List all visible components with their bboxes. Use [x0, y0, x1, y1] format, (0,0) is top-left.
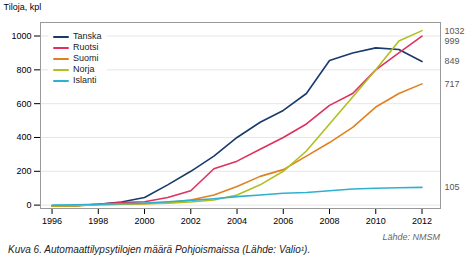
svg-text:0: 0 — [26, 200, 31, 210]
html-text:Kuva 6. Automaattilypsytilojen: Kuva 6. Automaattilypsytilojen määrä Poh… — [8, 244, 311, 255]
svg-text:1000: 1000 — [11, 31, 31, 41]
svg-text:800: 800 — [16, 65, 31, 75]
svg-text:200: 200 — [16, 166, 31, 176]
html-text:Ruotsi: Ruotsi — [73, 42, 99, 52]
svg-text:1996: 1996 — [42, 216, 62, 226]
html-text:Lähde: NMSM: Lähde: NMSM — [382, 232, 440, 242]
svg-text:2000: 2000 — [135, 216, 155, 226]
html-text:Islanti: Islanti — [73, 75, 97, 85]
svg-text:2006: 2006 — [273, 216, 293, 226]
svg-text:2004: 2004 — [227, 216, 247, 226]
html-text:Suomi: Suomi — [73, 53, 99, 63]
html-text:Tanska: Tanska — [73, 31, 102, 41]
svg-text:717: 717 — [445, 79, 460, 89]
svg-text:400: 400 — [16, 132, 31, 142]
svg-text:600: 600 — [16, 99, 31, 109]
svg-text:Tiloja, kpl: Tiloja, kpl — [4, 2, 42, 12]
svg-text:849: 849 — [445, 56, 460, 66]
svg-text:2008: 2008 — [320, 216, 340, 226]
svg-text:2012: 2012 — [412, 216, 432, 226]
svg-text:2010: 2010 — [366, 216, 386, 226]
svg-text:999: 999 — [445, 35, 460, 45]
svg-text:105: 105 — [445, 182, 460, 192]
svg-text:2002: 2002 — [181, 216, 201, 226]
svg-text:1998: 1998 — [88, 216, 108, 226]
svg-text:1032: 1032 — [445, 25, 465, 35]
html-text:Norja: Norja — [73, 64, 95, 74]
